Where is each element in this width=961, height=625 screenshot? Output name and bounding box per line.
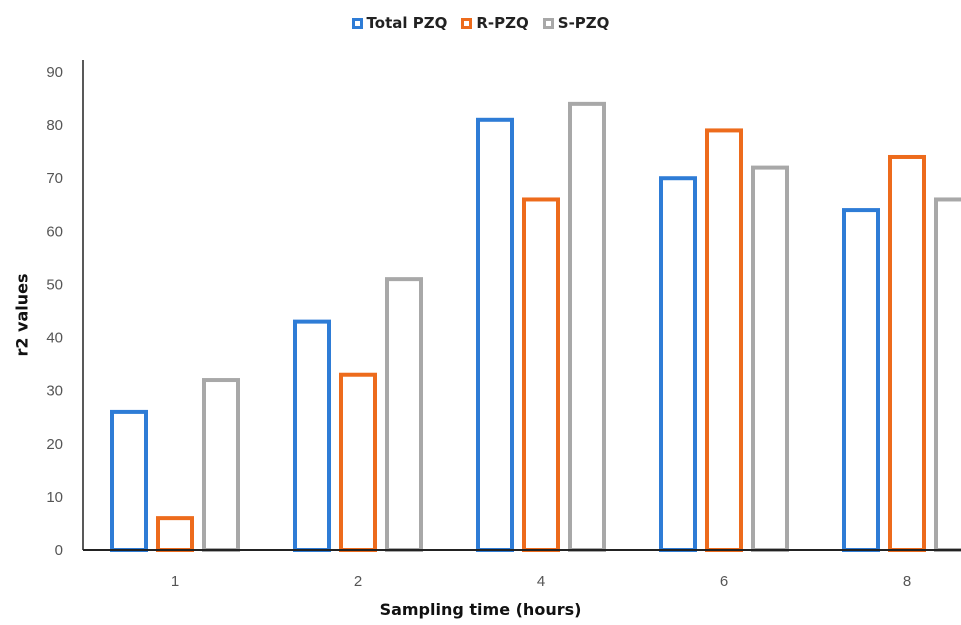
bar-r-pzq-2 (339, 372, 377, 552)
bar-total-pzq-2 (293, 319, 331, 552)
y-tick-label: 20 (46, 436, 63, 453)
bar-total-pzq-6 (659, 176, 697, 552)
legend-item-r-pzq: R-PZQ (461, 14, 529, 32)
legend-label-r-pzq: R-PZQ (476, 14, 529, 32)
legend: Total PZQ R-PZQ S-PZQ (0, 14, 961, 32)
bar-r-pzq-6 (705, 128, 743, 553)
y-tick-label: 90 (46, 64, 63, 81)
bar-s-pzq-4 (568, 101, 606, 552)
y-axis-label: r2 values (12, 273, 32, 357)
x-tick-label: 2 (354, 573, 362, 590)
legend-swatch-r-pzq (461, 17, 473, 29)
y-tick-label: 60 (46, 223, 63, 240)
y-tick-label: 70 (46, 170, 63, 187)
x-axis-label: Sampling time (hours) (379, 600, 582, 619)
y-tick-label: 30 (46, 383, 63, 400)
bar-total-pzq-1 (110, 409, 148, 552)
bar-r-pzq-8 (888, 154, 926, 552)
bar-total-pzq-4 (476, 117, 514, 553)
x-tick-label: 8 (903, 573, 911, 590)
legend-item-total-pzq: Total PZQ (351, 14, 448, 32)
legend-swatch-s-pzq (542, 17, 554, 29)
bar-r-pzq-1 (156, 516, 194, 553)
x-tick-label: 6 (720, 573, 728, 590)
y-tick-label: 10 (46, 489, 63, 506)
y-tick-label: 80 (46, 117, 63, 134)
bar-s-pzq-1 (202, 378, 240, 552)
legend-swatch-total-pzq (351, 17, 363, 29)
bar-total-pzq-8 (842, 208, 880, 552)
legend-label-total-pzq: Total PZQ (366, 14, 448, 32)
bar-s-pzq-6 (751, 165, 789, 552)
y-tick-label: 0 (55, 542, 63, 559)
legend-item-s-pzq: S-PZQ (542, 14, 610, 32)
bar-r-pzq-4 (522, 197, 560, 552)
bar-s-pzq-8 (934, 197, 961, 552)
x-tick-label: 1 (171, 573, 179, 590)
legend-label-s-pzq: S-PZQ (557, 14, 610, 32)
bar-s-pzq-2 (385, 277, 423, 552)
y-tick-label: 50 (46, 276, 63, 293)
x-tick-label: 4 (537, 573, 545, 590)
y-tick-label: 40 (46, 330, 63, 347)
